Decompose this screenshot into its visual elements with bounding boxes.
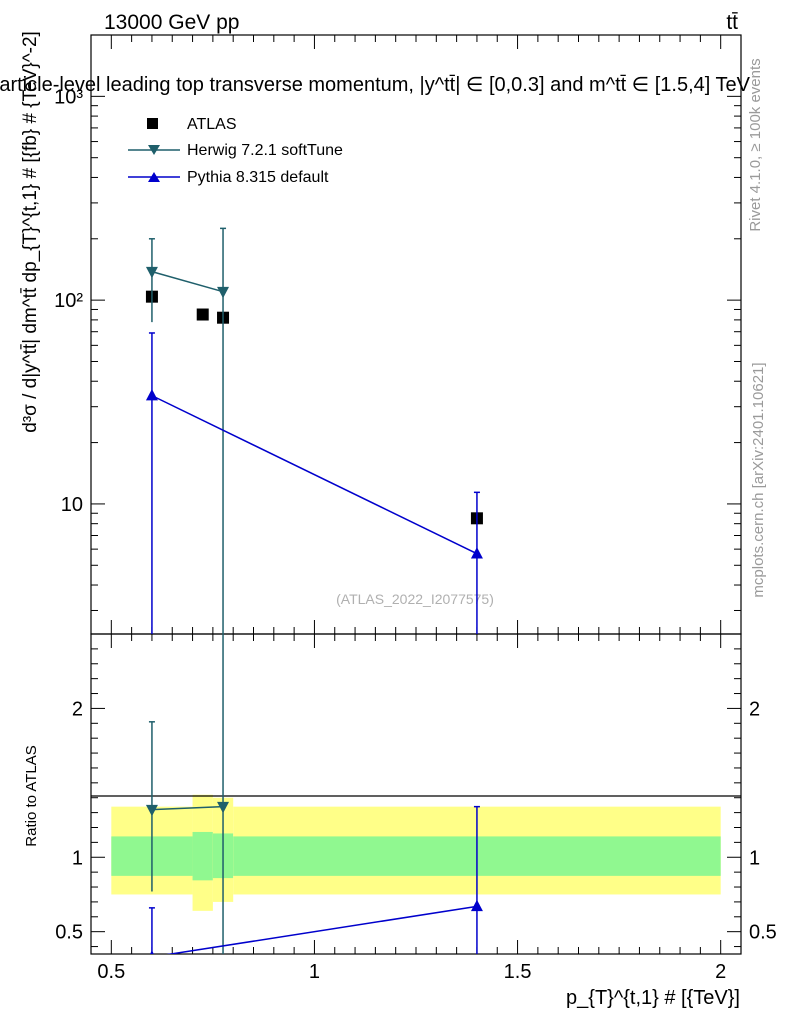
x-tick-label: 1.5 [504, 961, 532, 983]
band-inner-1 [192, 831, 213, 881]
ratio-pythia-point [150, 950, 154, 954]
y-tick-label-ratio-right: 2 [749, 698, 760, 720]
main-herwig-point [217, 286, 230, 299]
main-pythia-point [470, 547, 483, 559]
rivet-label: Rivet 4.1.0, ≥ 100k events [747, 58, 764, 231]
ratio-pythia-point [470, 899, 483, 912]
x-axis-label: p_{T}^{t,1} # [{TeV}] [566, 987, 740, 1009]
main-atlas-point [196, 308, 209, 321]
ratio-panel-frame [90, 633, 742, 955]
x-tick-label: 1 [309, 961, 320, 983]
ratio-series [145, 634, 483, 954]
x-tick-label: 2 [715, 961, 726, 983]
main-series [145, 227, 483, 634]
legend-pythia-label: Pythia 8.315 default [187, 169, 329, 186]
main-pythia-line [151, 394, 478, 555]
y-tick-label-main: 10 [61, 494, 83, 516]
energy-label: 13000 GeV pp [104, 11, 239, 34]
y-axis-label-main: d³σ / d|y^tt̄| dm^tt̄ dp_{T}^{t,1} # [{f… [20, 31, 41, 433]
legend-atlas-marker [147, 118, 158, 129]
y-tick-label-ratio: 0.5 [55, 922, 83, 944]
ratio-herwig-point [145, 804, 158, 817]
y-tick-label-ratio: 2 [72, 698, 83, 720]
y-axis-label-ratio: Ratio to ATLAS [23, 745, 40, 846]
legend-pythia-marker [148, 172, 160, 182]
legend: ATLAS Herwig 7.2.1 softTune Pythia 8.315… [128, 116, 343, 186]
axis-ticks [91, 34, 741, 954]
main-pythia-point [145, 389, 158, 401]
legend-atlas-label: ATLAS [187, 116, 237, 133]
y-tick-label-main: 10² [54, 290, 83, 312]
mcplots-label: mcplots.cern.ch [arXiv:2401.10621] [750, 362, 767, 597]
y-tick-label-ratio-right: 1 [749, 847, 760, 869]
tick-labels: 10 10² 10³ 0.5 0.5 1 1 2 2 0.5 1 1.5 2 [54, 86, 777, 983]
ratio-bands [111, 794, 721, 911]
plot-title: Particle-level leading top transverse mo… [0, 74, 751, 96]
main-herwig-point [145, 266, 158, 279]
ratio-herwig-line [151, 805, 224, 811]
y-tick-label-main: 10³ [54, 86, 83, 108]
y-tick-label-ratio: 1 [72, 847, 83, 869]
y-tick-label-ratio-right: 0.5 [749, 922, 777, 944]
ratio-herwig-point [217, 801, 230, 814]
x-tick-label: 0.5 [97, 961, 125, 983]
ratio-pythia-line [166, 905, 478, 954]
process-label: tt̄ [726, 11, 738, 34]
legend-herwig-marker [148, 145, 160, 155]
legend-herwig-label: Herwig 7.2.1 softTune [187, 142, 343, 159]
reference-label: (ATLAS_2022_I2077575) [336, 591, 494, 607]
main-herwig-line [151, 270, 224, 293]
